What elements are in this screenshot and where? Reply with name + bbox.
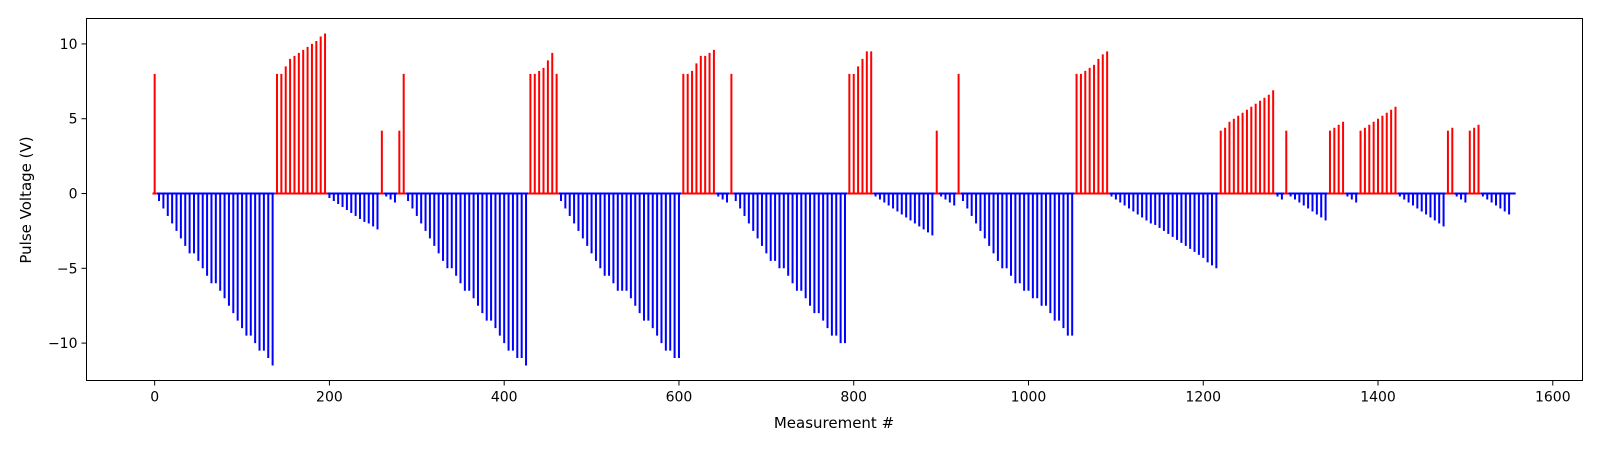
y-tick-label: −5	[57, 261, 78, 277]
y-tick-label: 10	[60, 37, 78, 53]
y-axis-ticks: −10 −5 0 5 10	[48, 37, 87, 352]
y-tick-label: 0	[69, 187, 78, 203]
x-tick-label: 0	[150, 390, 159, 406]
x-axis-ticks: 0 200 400 600 800 1000 1200 1400 1600	[150, 380, 1571, 406]
x-tick-label: 800	[840, 390, 867, 406]
x-tick-label: 1400	[1360, 390, 1396, 406]
x-tick-label: 600	[666, 390, 693, 406]
y-axis-label: Pulse Voltage (V)	[17, 136, 35, 263]
x-axis-label: Measurement #	[774, 414, 894, 432]
x-tick-label: 1600	[1535, 390, 1571, 406]
x-tick-label: 400	[491, 390, 518, 406]
x-tick-label: 200	[316, 390, 343, 406]
y-tick-label: 5	[69, 112, 78, 128]
x-tick-label: 1200	[1185, 390, 1221, 406]
x-tick-label: 1000	[1011, 390, 1047, 406]
axes-frame	[86, 18, 1583, 381]
y-tick-label: −10	[48, 336, 78, 352]
plot-area	[152, 33, 1516, 366]
